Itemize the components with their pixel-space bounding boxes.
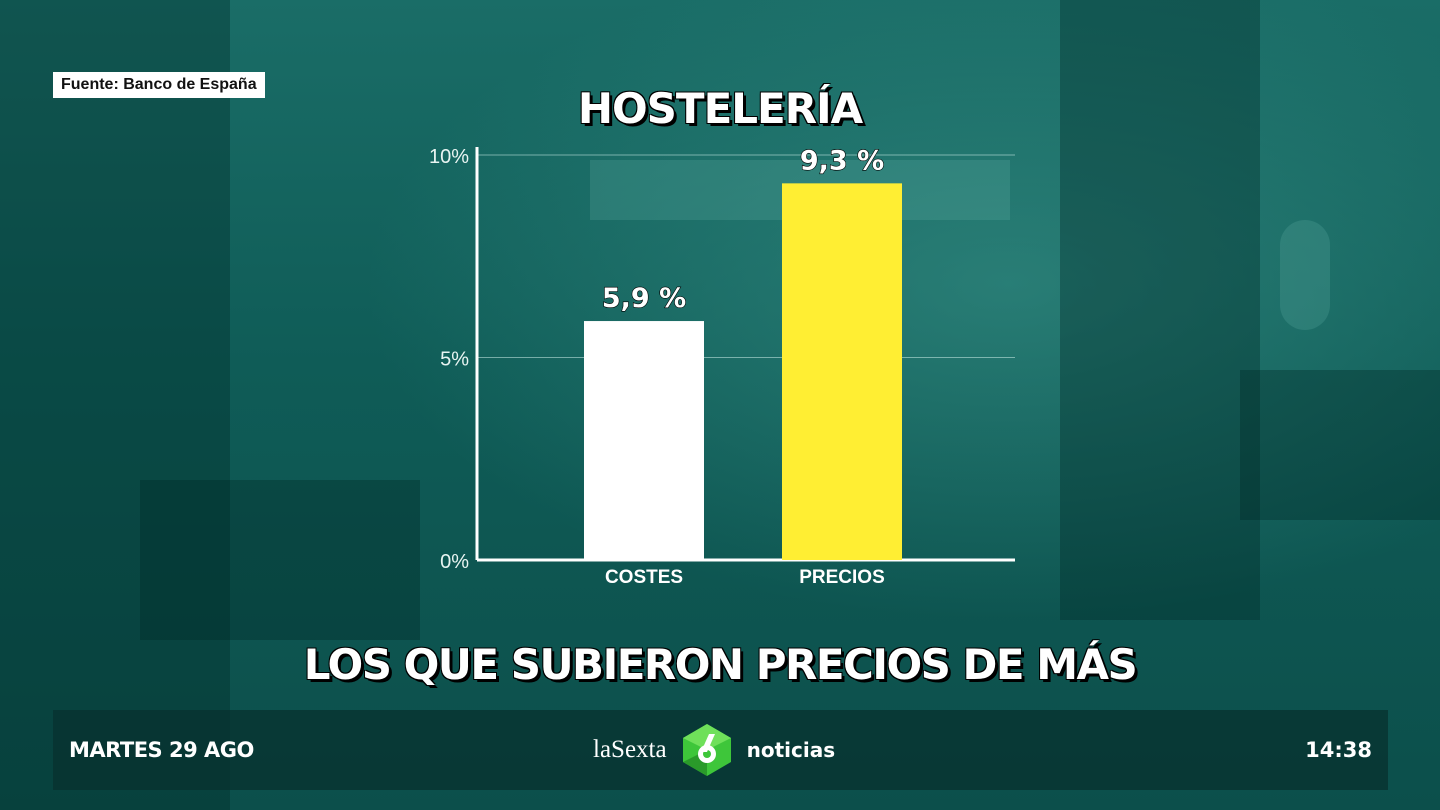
x-tick-label: PRECIOS	[799, 567, 885, 588]
channel-brand: laSexta noticias	[593, 710, 835, 790]
bar-precios	[782, 183, 902, 560]
chart-title: HOSTELERÍA	[577, 84, 863, 133]
channel-name: laSexta	[593, 736, 667, 763]
data-label: 5,9 %	[602, 283, 686, 314]
headline: LOS QUE SUBIERON PRECIOS DE MÁS	[303, 640, 1138, 689]
y-tick-label: 0%	[440, 551, 469, 573]
program-name: noticias	[746, 738, 836, 762]
y-tick-label: 10%	[429, 146, 469, 168]
news-ticker-bar: MARTES 29 AGO laSexta noticias 14:38	[53, 710, 1388, 790]
source-label: Fuente: Banco de España	[53, 72, 265, 98]
y-tick-label: 5%	[440, 349, 469, 371]
x-tick-label: COSTES	[605, 567, 683, 588]
broadcast-date: MARTES 29 AGO	[69, 738, 254, 762]
lasexta-6-logo-icon	[682, 724, 731, 776]
broadcast-time: 14:38	[1305, 738, 1372, 762]
bar-costes	[584, 321, 704, 560]
data-label: 9,3 %	[800, 145, 884, 176]
